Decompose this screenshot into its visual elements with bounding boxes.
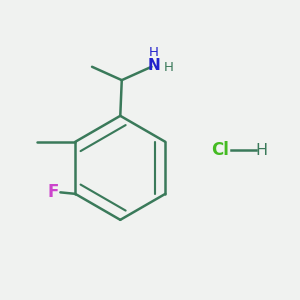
Text: H: H (255, 142, 268, 158)
Text: H: H (164, 61, 173, 74)
Text: H: H (148, 46, 158, 59)
Text: Cl: Cl (211, 141, 229, 159)
Text: N: N (147, 58, 160, 73)
Text: F: F (48, 183, 59, 201)
